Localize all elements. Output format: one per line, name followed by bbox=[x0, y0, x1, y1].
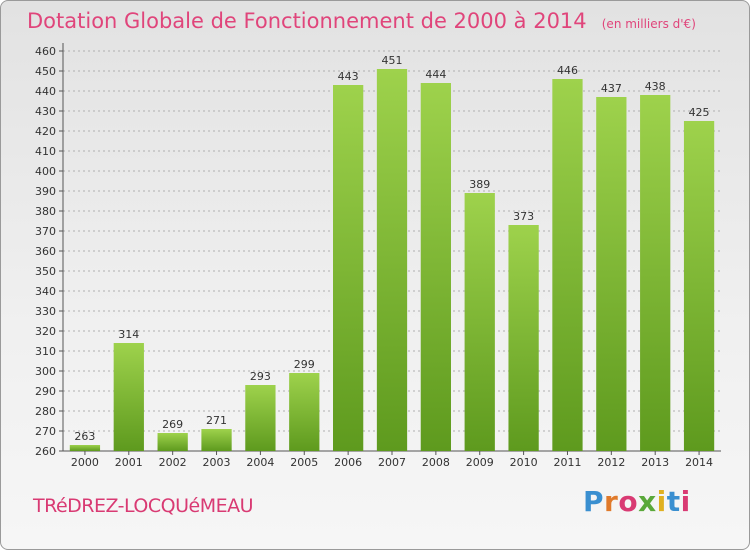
logo-letter: i bbox=[680, 485, 691, 518]
data-label: 269 bbox=[162, 418, 183, 431]
y-tick-label: 450 bbox=[35, 65, 56, 78]
bar-2013 bbox=[640, 95, 671, 451]
bar-2007 bbox=[376, 69, 408, 451]
bar-2005 bbox=[289, 373, 320, 451]
logo-letter: i bbox=[656, 485, 667, 518]
y-tick-label: 390 bbox=[35, 185, 56, 198]
chart-title: Dotation Globale de Fonctionnement de 20… bbox=[27, 9, 587, 33]
data-label: 293 bbox=[250, 370, 271, 383]
x-tick-label: 2012 bbox=[597, 456, 625, 469]
bar-2014 bbox=[683, 121, 715, 451]
bar-2000 bbox=[69, 445, 101, 451]
data-label: 389 bbox=[469, 178, 490, 191]
bar-2004 bbox=[245, 385, 276, 451]
data-label: 443 bbox=[338, 70, 359, 83]
bar-2011 bbox=[552, 79, 583, 451]
data-label: 451 bbox=[382, 54, 403, 67]
y-tick-label: 410 bbox=[35, 145, 56, 158]
data-label: 299 bbox=[294, 358, 315, 371]
x-tick-label: 2001 bbox=[115, 456, 143, 469]
y-tick-label: 310 bbox=[35, 345, 56, 358]
y-tick-label: 370 bbox=[35, 225, 56, 238]
chart-title-block: Dotation Globale de Fonctionnement de 20… bbox=[27, 9, 696, 33]
logo-letter: t bbox=[666, 485, 681, 518]
bar-2006 bbox=[332, 85, 364, 451]
data-label: 437 bbox=[601, 82, 622, 95]
x-tick-label: 2006 bbox=[334, 456, 362, 469]
y-tick-label: 420 bbox=[35, 125, 56, 138]
y-tick-label: 300 bbox=[35, 365, 56, 378]
bar-2012 bbox=[596, 97, 627, 451]
y-tick-label: 380 bbox=[35, 205, 56, 218]
y-tick-label: 260 bbox=[35, 445, 56, 458]
proxiti-logo: Proxiti bbox=[583, 485, 691, 518]
y-tick-label: 360 bbox=[35, 245, 56, 258]
x-tick-label: 2014 bbox=[685, 456, 713, 469]
bar-2008 bbox=[420, 83, 452, 451]
y-tick-label: 320 bbox=[35, 325, 56, 338]
y-tick-label: 440 bbox=[35, 85, 56, 98]
data-label: 373 bbox=[513, 210, 534, 223]
bar-2001 bbox=[113, 343, 144, 451]
logo-letter: P bbox=[583, 485, 605, 518]
x-tick-label: 2003 bbox=[203, 456, 231, 469]
x-tick-label: 2009 bbox=[466, 456, 494, 469]
data-label: 425 bbox=[689, 106, 710, 119]
y-tick-label: 460 bbox=[35, 45, 56, 58]
y-tick-label: 270 bbox=[35, 425, 56, 438]
x-tick-label: 2007 bbox=[378, 456, 406, 469]
logo-letter: o bbox=[618, 485, 639, 518]
x-tick-label: 2010 bbox=[510, 456, 538, 469]
logo-letter: r bbox=[604, 485, 619, 518]
data-label: 444 bbox=[425, 68, 446, 81]
data-label: 314 bbox=[118, 328, 139, 341]
x-tick-label: 2002 bbox=[159, 456, 187, 469]
bar-2009 bbox=[464, 193, 495, 451]
bar-2002 bbox=[157, 433, 188, 451]
logo-letter: x bbox=[638, 485, 657, 518]
y-tick-label: 330 bbox=[35, 305, 56, 318]
y-tick-label: 340 bbox=[35, 285, 56, 298]
x-tick-label: 2008 bbox=[422, 456, 450, 469]
bar-2003 bbox=[201, 429, 232, 451]
x-tick-label: 2011 bbox=[553, 456, 581, 469]
data-label: 263 bbox=[74, 430, 95, 443]
y-tick-label: 290 bbox=[35, 385, 56, 398]
bar-2010 bbox=[508, 225, 539, 451]
data-label: 438 bbox=[645, 80, 666, 93]
y-tick-label: 350 bbox=[35, 265, 56, 278]
y-tick-label: 430 bbox=[35, 105, 56, 118]
x-tick-label: 2005 bbox=[290, 456, 318, 469]
x-tick-label: 2004 bbox=[246, 456, 274, 469]
x-tick-label: 2013 bbox=[641, 456, 669, 469]
data-label: 446 bbox=[557, 64, 578, 77]
chart-subtitle: (en milliers d'€) bbox=[601, 17, 696, 31]
y-tick-label: 280 bbox=[35, 405, 56, 418]
x-tick-label: 2000 bbox=[71, 456, 99, 469]
data-label: 271 bbox=[206, 414, 227, 427]
y-tick-label: 400 bbox=[35, 165, 56, 178]
commune-name: TRéDREZ-LOCQUéMEAU bbox=[33, 495, 254, 517]
